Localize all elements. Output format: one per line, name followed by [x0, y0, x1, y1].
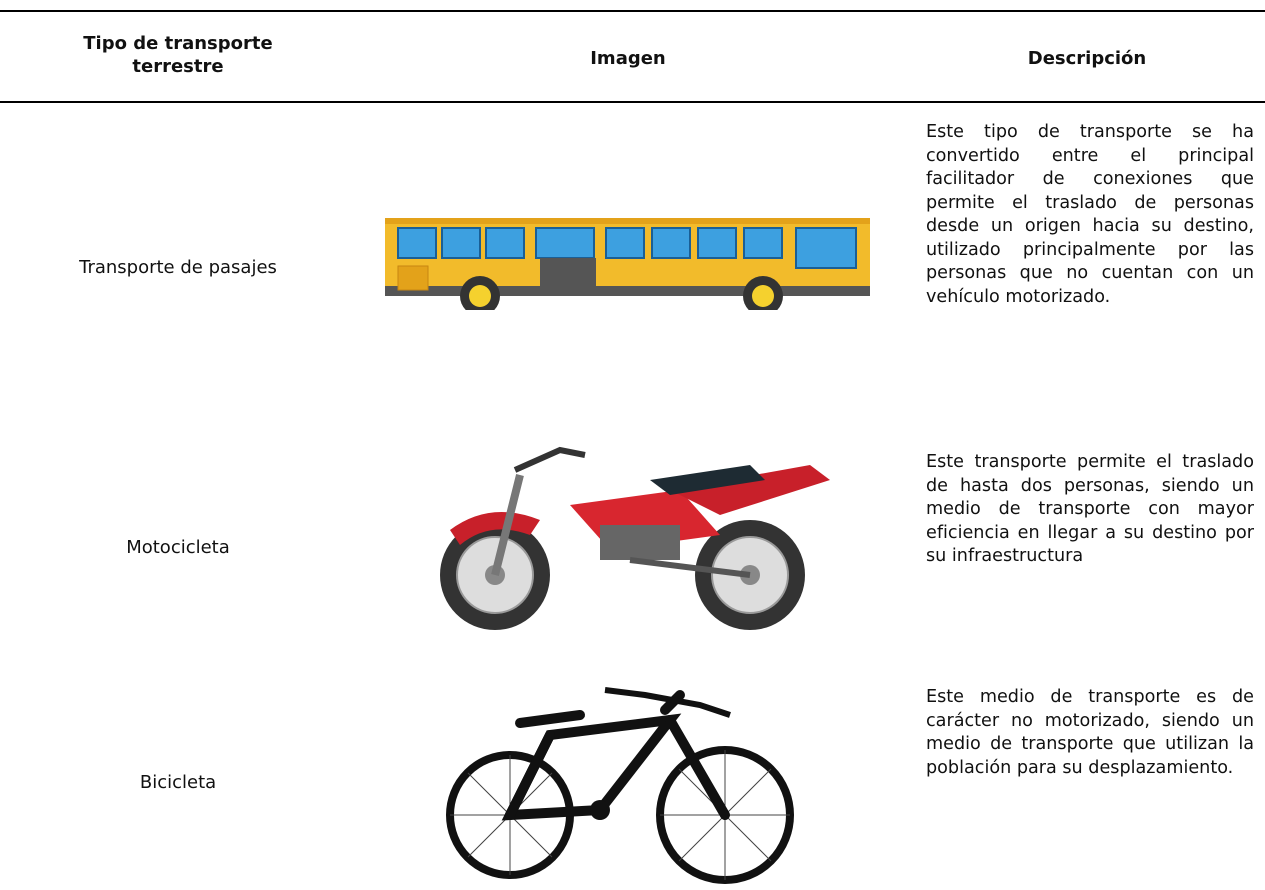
top-rule — [0, 10, 1265, 12]
bus-image — [385, 218, 870, 310]
header-cell: Imagen — [590, 48, 666, 69]
header-rule — [0, 101, 1265, 103]
bicycle-image — [446, 687, 794, 884]
row-label: Transporte de pasajes — [79, 257, 277, 278]
header-cell: Tipo de transporte terrestre — [83, 33, 273, 77]
motorcycle-image — [440, 446, 830, 630]
row-description: Este tipo de transporte se ha convertido… — [926, 122, 1254, 307]
row-label: Motocicleta — [126, 537, 230, 558]
row-label: Bicicleta — [139, 772, 217, 793]
row-description: Este transporte permite el traslado de h… — [926, 452, 1254, 566]
header-cell: Descripción — [1027, 48, 1147, 69]
row-description: Este medio de transporte es de carácter … — [926, 687, 1254, 778]
